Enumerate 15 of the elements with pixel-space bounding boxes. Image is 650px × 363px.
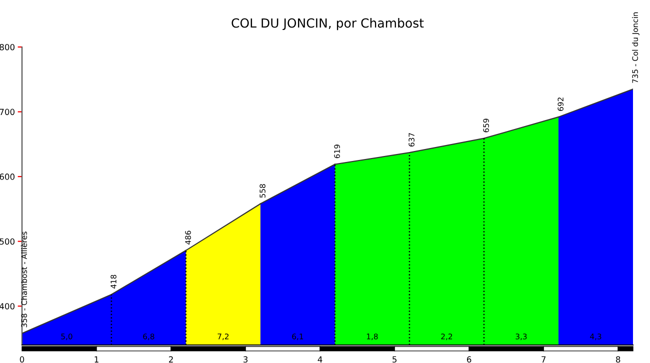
x-tick-label: 5	[392, 356, 396, 363]
x-tick-label: 1	[94, 356, 98, 362]
x-tick-label: 6	[467, 356, 472, 363]
x-tick-label: 4	[318, 356, 322, 362]
y-tick-label: 700	[0, 108, 14, 116]
x-tick-label: 2	[168, 356, 173, 362]
y-tick-label: 600	[0, 174, 14, 180]
chart-title: COL DU JONCIN, por Chambost	[232, 18, 424, 30]
y-tick-label: 400	[0, 303, 14, 310]
x-tick-label: 0	[20, 356, 24, 363]
x-tick-label: 8	[616, 356, 620, 363]
x-tick-label: 3	[244, 356, 248, 363]
y-tick-label: 500	[0, 238, 14, 245]
x-tick-label: 7	[542, 356, 546, 362]
y-tick-label: 800	[0, 44, 14, 50]
